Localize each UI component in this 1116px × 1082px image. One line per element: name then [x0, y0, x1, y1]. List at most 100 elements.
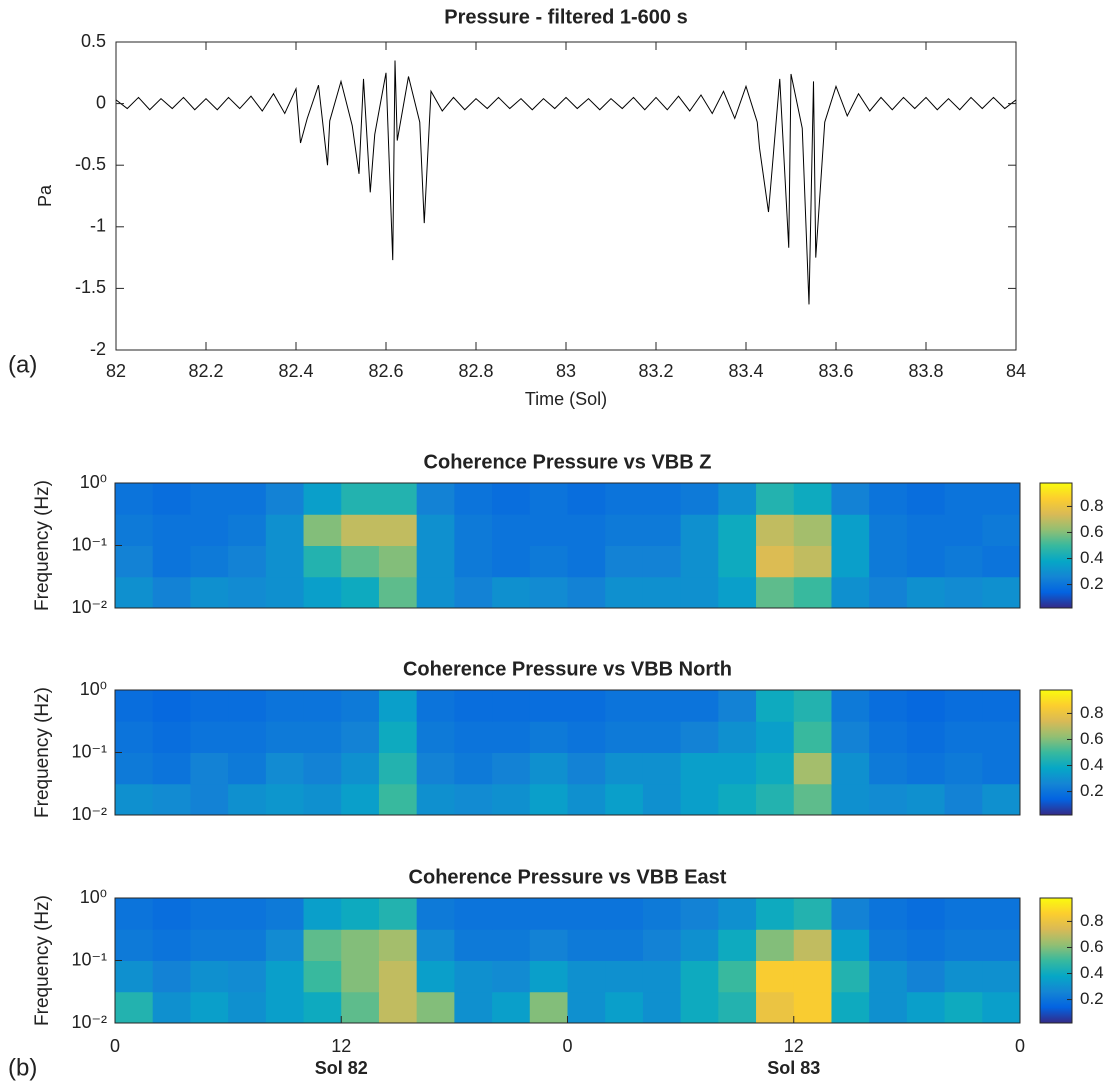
x-tick-label: 83 — [556, 361, 576, 381]
coherence-cell — [115, 690, 154, 722]
x-tick-label: 82 — [106, 361, 126, 381]
y-tick-label: 0 — [96, 92, 106, 112]
coherence-cell — [906, 929, 946, 961]
coherence-cell — [567, 991, 606, 1024]
coherence-cell — [680, 783, 719, 816]
coherence-cell — [303, 752, 342, 785]
y-tick-label: 10⁻¹ — [71, 741, 107, 761]
x-tick-label: 83.8 — [908, 361, 943, 381]
y-tick-label: -0.5 — [75, 154, 106, 174]
coherence-cell — [190, 483, 229, 515]
coherence-cell — [303, 960, 342, 993]
y-tick-label: 10⁻² — [71, 804, 107, 824]
coherence-cell — [869, 960, 908, 993]
coherence-cell — [567, 898, 606, 930]
coherence-cell — [944, 690, 983, 722]
coherence-cell — [793, 576, 832, 609]
coherence-cell — [982, 929, 1021, 961]
coherence-cell — [228, 929, 267, 961]
coherence-cell — [756, 752, 795, 785]
sol-label: Sol 82 — [315, 1058, 368, 1078]
x-tick-label: 0 — [110, 1036, 120, 1056]
coherence-cell — [718, 576, 757, 609]
colorbar-tick-label: 0.8 — [1080, 703, 1104, 722]
colorbar-tick-label: 0.6 — [1080, 729, 1104, 748]
coherence-cell — [416, 898, 455, 930]
coherence-cell — [642, 960, 682, 993]
colorbar-tick-label: 0.2 — [1080, 574, 1104, 593]
coherence-cell — [529, 929, 568, 961]
coherence-cell — [115, 483, 154, 515]
coherence-cell — [906, 752, 946, 785]
coherence-cell — [605, 576, 644, 609]
coherence-cell — [642, 929, 682, 961]
coherence-cell — [869, 576, 908, 609]
coherence-cell — [378, 929, 418, 961]
coherence-cell — [416, 929, 455, 961]
coherence-cell — [152, 721, 191, 753]
coherence-cell — [529, 483, 568, 515]
coherence-cell — [567, 576, 606, 609]
coherence-cell — [906, 960, 946, 993]
chart-title: Coherence Pressure vs VBB Z — [424, 451, 712, 473]
coherence-cell — [454, 752, 493, 785]
coherence-cell — [605, 929, 644, 961]
coherence-cell — [228, 898, 267, 930]
coherence-cell — [115, 721, 154, 753]
coherence-cell — [492, 960, 531, 993]
colorbar-tick-label: 0.8 — [1080, 496, 1104, 515]
coherence-cell — [190, 991, 229, 1024]
coherence-cell — [454, 991, 493, 1024]
y-tick-label: -2 — [90, 339, 106, 359]
coherence-cell — [944, 960, 983, 993]
coherence-cell — [756, 690, 795, 722]
coherence-cell — [605, 545, 644, 578]
coherence-cell — [529, 960, 568, 993]
coherence-cell — [378, 690, 418, 722]
coherence-cell — [378, 545, 418, 578]
colorbar — [1039, 689, 1073, 816]
coherence-cell — [152, 929, 191, 961]
coherence-cell — [152, 898, 191, 930]
y-axis-label: Frequency (Hz) — [32, 480, 53, 611]
y-axis-label: Frequency (Hz) — [32, 687, 53, 818]
y-axis-label: Frequency (Hz) — [32, 895, 53, 1026]
colorbar-tick-label: 0.4 — [1080, 755, 1104, 774]
coherence-cell — [416, 752, 455, 785]
coherence-cell — [982, 514, 1021, 546]
coherence-cell — [265, 929, 305, 961]
coherence-cell — [906, 690, 946, 722]
coherence-cell — [228, 483, 267, 515]
coherence-cell — [567, 545, 606, 578]
coherence-cell — [378, 514, 418, 546]
coherence-cell — [944, 991, 983, 1024]
coherence-cell — [869, 783, 908, 816]
coherence-cell — [831, 690, 870, 722]
coherence-cell — [265, 721, 305, 753]
coherence-cell — [944, 483, 983, 515]
coherence-cell — [115, 545, 154, 578]
coherence-cell — [982, 991, 1021, 1024]
coherence-cell — [944, 545, 983, 578]
chart-title: Coherence Pressure vs VBB North — [403, 658, 732, 680]
coherence-cell — [454, 514, 493, 546]
coherence-cell — [152, 545, 191, 578]
coherence-cell — [793, 690, 832, 722]
coherence-cell — [341, 783, 380, 816]
coherence-cell — [756, 576, 795, 609]
coherence-cell — [115, 783, 154, 816]
coherence-cell — [341, 690, 380, 722]
coherence-cell — [605, 483, 644, 515]
coherence-cell — [605, 752, 644, 785]
coherence-cell — [642, 690, 682, 722]
coherence-cell — [831, 898, 870, 930]
coherence-cell — [454, 721, 493, 753]
x-tick-label: 12 — [784, 1036, 804, 1056]
coherence-cell — [793, 545, 832, 578]
coherence-cell — [906, 991, 946, 1024]
y-tick-label: 10⁻² — [71, 597, 107, 617]
coherence-cell — [869, 898, 908, 930]
coherence-cell — [680, 991, 719, 1024]
coherence-cell — [680, 752, 719, 785]
